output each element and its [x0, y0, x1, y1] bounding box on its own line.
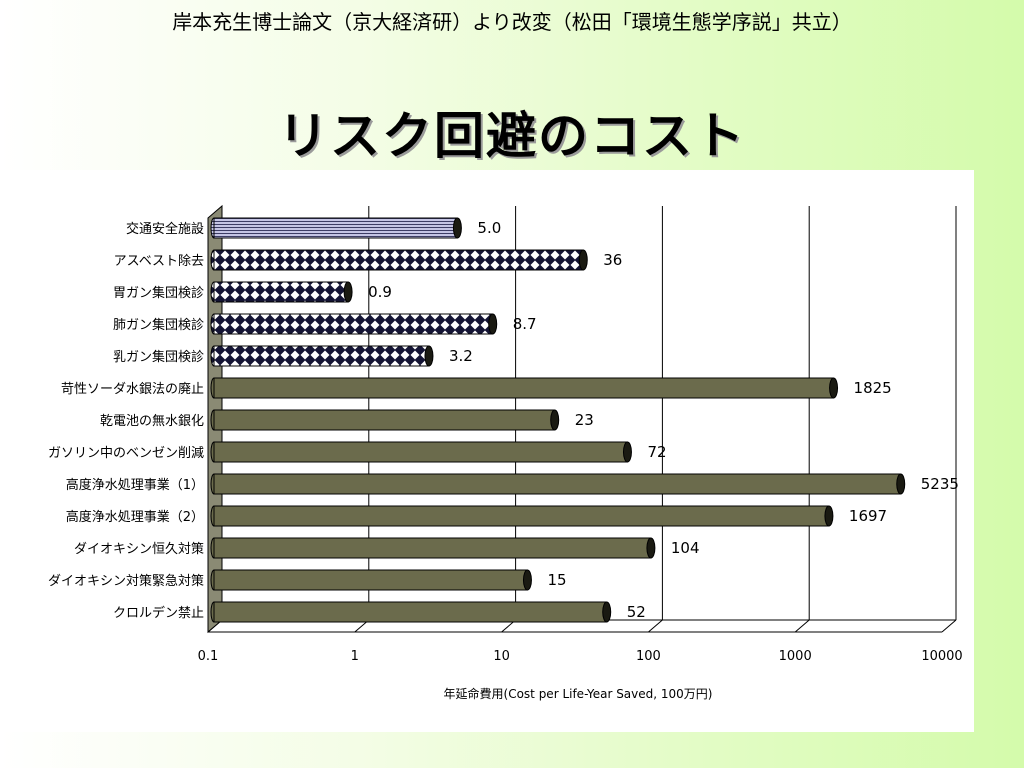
data-label: 36 — [603, 251, 622, 269]
x-tick-label: 100 — [636, 649, 661, 664]
bar — [210, 601, 612, 623]
x-tick-label: 0.1 — [198, 649, 219, 664]
bar — [210, 377, 839, 399]
bar — [210, 313, 498, 335]
x-tick-label: 10000 — [921, 649, 962, 664]
bar-body — [213, 281, 349, 303]
category-label: 乾電池の無水銀化 — [100, 414, 204, 429]
x-tick-label: 10 — [493, 649, 510, 664]
data-label: 1825 — [854, 379, 892, 397]
bar-body — [213, 601, 608, 623]
bar-body — [213, 217, 458, 239]
bar — [210, 281, 353, 303]
bar-body — [213, 313, 494, 335]
bar-end-cap — [896, 473, 906, 495]
bar-body — [213, 537, 652, 559]
x-tick-label: 1000 — [779, 649, 812, 664]
bar-end-cap — [488, 313, 498, 335]
data-label: 3.2 — [449, 347, 473, 365]
chart-panel: 0.1 1 10 100 1000 10000 年延命費用(Cost per Life-Ye… — [0, 170, 974, 732]
bar-body — [213, 345, 430, 367]
x-tick-label: 1 — [351, 649, 359, 664]
data-label: 0.9 — [368, 283, 392, 301]
bar-end-cap — [424, 345, 434, 367]
bar — [210, 537, 656, 559]
category-label: ガソリン中のベンゼン削減 — [48, 445, 204, 461]
floor-gridline — [648, 619, 663, 633]
bar — [210, 249, 588, 271]
category-label: ダイオキシン恒久対策 — [74, 541, 204, 557]
bar-body — [213, 505, 830, 527]
bar-body — [213, 249, 584, 271]
data-label: 5.0 — [477, 219, 501, 237]
category-label: クロルデン禁止 — [113, 605, 204, 621]
bar — [210, 473, 906, 495]
category-label: 苛性ソーダ水銀法の廃止 — [61, 381, 204, 397]
label-layer: 交通安全施設 5.0 アスベスト除去 36 胃ガン集団検診 0.9 肺ガン集団検診 8.7 乳ガ… — [48, 219, 959, 621]
data-label: 1697 — [849, 507, 887, 525]
bar-body — [213, 473, 902, 495]
bar-end-cap — [452, 217, 462, 239]
category-label: 交通安全施設 — [126, 221, 204, 237]
category-label: アスベスト除去 — [114, 254, 204, 269]
bar — [210, 441, 632, 463]
cost-bar-chart: 0.1 1 10 100 1000 10000 年延命費用(Cost per Life-Ye… — [48, 204, 963, 701]
bar-body — [213, 377, 835, 399]
slide-title: リスク回避のコスト — [278, 107, 746, 165]
bar-end-cap — [522, 569, 532, 591]
data-label: 8.7 — [513, 315, 537, 333]
slide-subtitle: 岸本充生博士論文（京大経済研）より改変（松田「環境生態学序説」共立） — [172, 10, 852, 34]
bar-end-cap — [550, 409, 560, 431]
bar — [210, 569, 532, 591]
bar-end-cap — [343, 281, 353, 303]
bar-end-cap — [622, 441, 632, 463]
data-label: 23 — [575, 411, 594, 429]
category-label: 乳ガン集団検診 — [113, 349, 204, 365]
bar-end-cap — [578, 249, 588, 271]
bar — [210, 345, 434, 367]
category-label: 高度浄水処理事業（1） — [66, 477, 204, 493]
bar-end-cap — [829, 377, 839, 399]
data-label: 104 — [671, 539, 700, 557]
data-label: 72 — [647, 443, 666, 461]
data-label: 52 — [627, 603, 646, 621]
bar-layer — [210, 217, 906, 623]
category-label: ダイオキシン対策緊急対策 — [48, 573, 204, 589]
x-axis-label: 年延命費用(Cost per Life-Year Saved, 100万円) — [444, 686, 713, 701]
floor-gridline — [794, 619, 810, 633]
bar-end-cap — [824, 505, 834, 527]
bar — [210, 409, 560, 431]
floor-gridline — [941, 619, 957, 633]
bar — [210, 505, 834, 527]
category-label: 高度浄水処理事業（2） — [66, 509, 204, 525]
bar-body — [213, 441, 628, 463]
bar-body — [213, 569, 528, 591]
bar-body — [213, 409, 556, 431]
category-label: 胃ガン集団検診 — [113, 285, 204, 301]
data-label: 5235 — [921, 475, 959, 493]
bar — [210, 217, 462, 239]
category-label: 肺ガン集団検診 — [113, 317, 204, 333]
bar-end-cap — [646, 537, 656, 559]
data-label: 15 — [547, 571, 566, 589]
bar-end-cap — [602, 601, 612, 623]
